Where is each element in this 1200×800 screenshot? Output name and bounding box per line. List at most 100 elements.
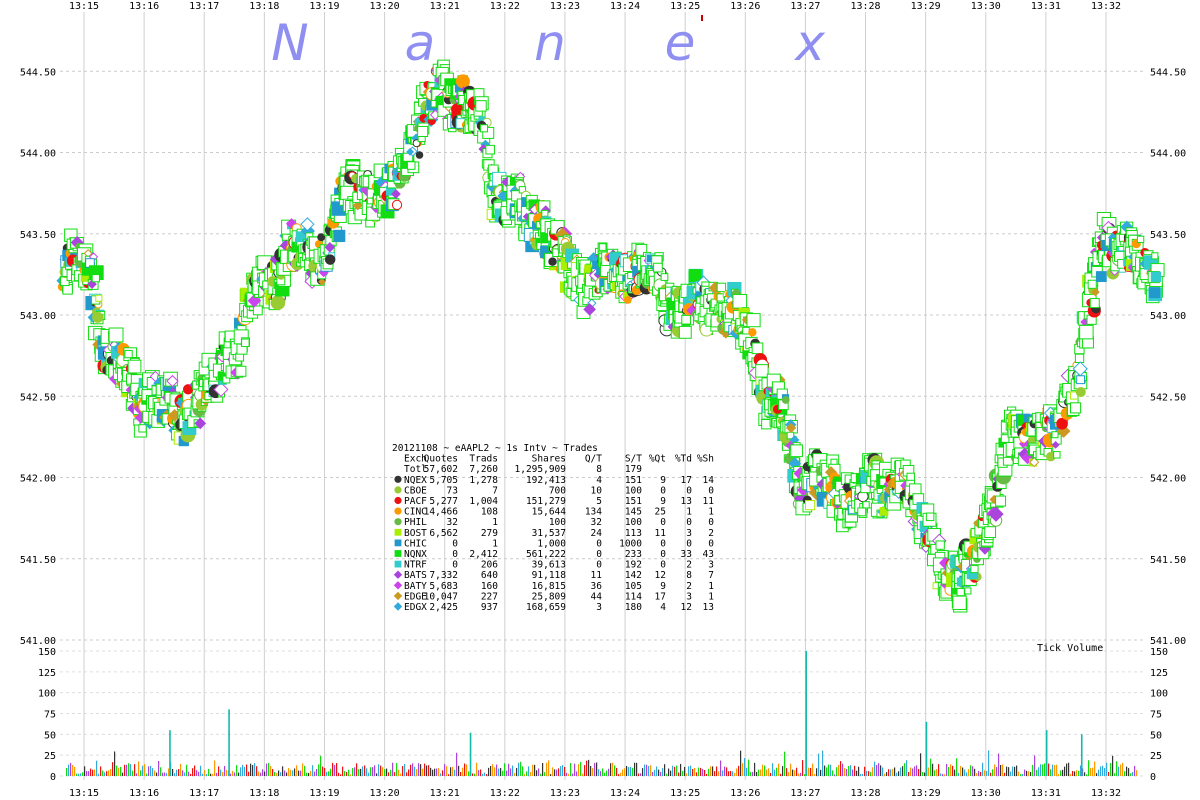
legend-swatch-square <box>394 560 402 568</box>
volume-bar <box>928 767 930 776</box>
trade-mark-circle <box>92 311 104 323</box>
volume-bar <box>692 769 694 776</box>
volume-bar <box>426 765 428 776</box>
volume-bar <box>292 770 294 776</box>
volume-bar <box>894 767 896 776</box>
volume-bar <box>340 774 342 776</box>
volume-spike-bar <box>925 721 928 776</box>
volume-bar <box>322 766 324 776</box>
volume-tick-label-right: 75 <box>1150 710 1162 721</box>
volume-bar <box>1094 761 1096 776</box>
legend-row-cell: 5,277 <box>429 496 458 507</box>
legend-row-cell: 4 <box>660 602 666 613</box>
volume-bar <box>542 762 544 776</box>
legend-row-cell: 0 <box>686 485 692 496</box>
volume-bar <box>824 765 826 776</box>
volume-bar <box>668 768 670 776</box>
volume-bar <box>534 764 536 776</box>
volume-bar <box>208 768 210 776</box>
legend-row-cell: 73 <box>447 485 458 496</box>
legend-row-cell: 0 <box>660 549 666 560</box>
volume-bar <box>782 766 784 776</box>
volume-bar <box>246 764 248 776</box>
volume-bar <box>134 764 136 776</box>
x-tick-label-bottom: 13:28 <box>850 788 880 799</box>
volume-bar <box>910 767 912 776</box>
volume-bar <box>1114 773 1116 776</box>
volume-bar <box>250 763 252 776</box>
volume-bar <box>764 765 766 776</box>
volume-bar <box>370 767 372 776</box>
trade-mark-nqnx <box>746 313 761 328</box>
volume-bar <box>204 770 206 776</box>
watermark-letter: e <box>665 14 696 72</box>
volume-bar <box>1078 770 1080 776</box>
volume-bar <box>402 766 404 776</box>
trade-mark-square <box>805 500 816 511</box>
legend-header-cell: Exch <box>404 454 427 465</box>
volume-bar <box>632 767 634 776</box>
volume-bar <box>1058 774 1060 776</box>
legend-row-cell: 17 <box>655 591 666 602</box>
volume-bar <box>698 767 700 776</box>
volume-bar <box>374 765 376 776</box>
trade-mark-nqnx <box>716 282 727 293</box>
legend-row-cell: 0 <box>596 560 602 571</box>
volume-bar <box>1038 767 1040 776</box>
volume-bar <box>808 767 810 776</box>
volume-bar <box>710 766 712 776</box>
volume-tick-label-left: 125 <box>38 668 56 679</box>
legend-row-cell: 180 <box>625 602 642 613</box>
volume-bar <box>214 760 216 776</box>
volume-bar <box>130 764 132 776</box>
volume-bar <box>954 769 956 776</box>
legend-swatch-diamond <box>393 591 403 601</box>
volume-bar <box>968 769 970 776</box>
trade-mark-diamond <box>786 422 797 434</box>
legend-row-cell: 1 <box>708 507 714 518</box>
volume-bar <box>300 770 302 776</box>
volume-bar <box>770 773 772 776</box>
volume-bar <box>676 765 678 776</box>
volume-bar <box>814 774 816 776</box>
volume-bar <box>812 763 814 776</box>
trade-mark-square <box>688 269 702 282</box>
volume-bar <box>658 769 660 776</box>
volume-bar <box>274 772 276 776</box>
volume-bar <box>416 769 418 776</box>
trade-mark-nqnx <box>925 512 935 522</box>
volume-bar <box>220 769 222 776</box>
x-tick-label-bottom: 13:24 <box>610 788 640 799</box>
legend-row-cell: 16,815 <box>532 581 566 592</box>
volume-bar <box>540 773 542 776</box>
volume-bar <box>950 764 952 776</box>
volume-bar <box>992 769 994 776</box>
volume-bar <box>628 767 630 776</box>
volume-bar <box>352 768 354 776</box>
volume-bar <box>358 769 360 776</box>
volume-bar <box>286 772 288 776</box>
volume-bar <box>478 770 480 776</box>
volume-bar <box>574 763 576 776</box>
volume-bar <box>898 771 900 776</box>
y-tick-label-right: 544.00 <box>1150 149 1186 160</box>
trade-mark-diamond <box>318 277 326 286</box>
volume-bar <box>972 766 974 776</box>
volume-bar <box>860 774 862 776</box>
volume-bar <box>988 750 990 776</box>
volume-bar <box>386 768 388 776</box>
x-tick-label-top: 13:29 <box>911 1 941 12</box>
volume-bar <box>1086 774 1088 776</box>
volume-bar <box>240 767 242 776</box>
volume-bar <box>544 772 546 776</box>
legend-row-cell: 1,004 <box>469 496 498 507</box>
volume-bar <box>442 770 444 776</box>
volume-bar <box>120 766 122 776</box>
legend-total-cell: Totl <box>404 464 427 475</box>
volume-bar <box>266 763 268 776</box>
volume-bar <box>798 773 800 776</box>
volume-bar <box>328 771 330 776</box>
volume-bar <box>378 764 380 776</box>
volume-bar <box>184 772 186 776</box>
trade-mark-diamond <box>213 381 229 398</box>
